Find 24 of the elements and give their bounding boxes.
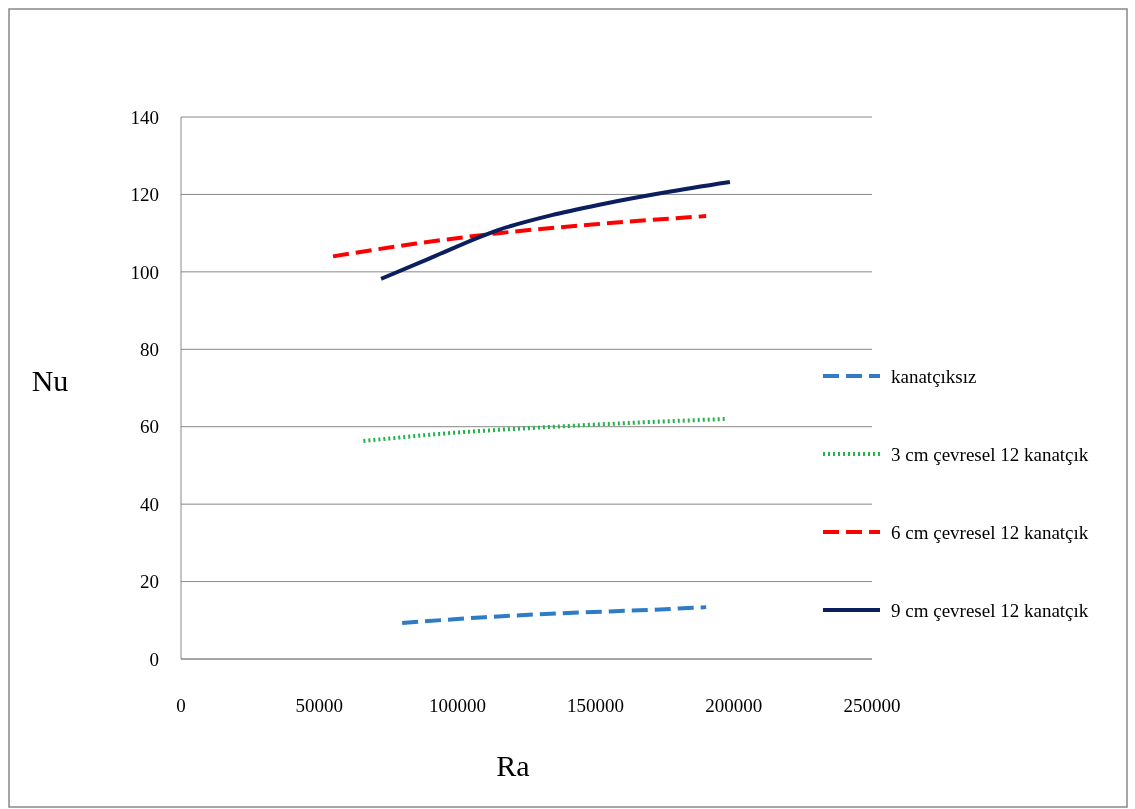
y-tick-label: 80 [140,338,159,360]
y-tick-label: 0 [149,648,159,670]
y-tick-label: 120 [130,184,159,206]
line-series [400,605,709,625]
x-axis-title: Ra [496,749,530,782]
line-series [379,180,732,281]
y-axis-title: Nu [31,364,69,397]
legend-label: kanatçıksız [891,365,977,387]
y-tick-label: 20 [140,571,159,593]
x-tick-label: 200000 [705,695,763,716]
x-tick-label: 0 [176,695,186,716]
y-tick-label: 140 [130,106,159,128]
y-tick-label: 100 [130,261,159,283]
x-tick-label: 100000 [428,695,486,716]
x-tick-label: 250000 [843,695,901,716]
y-tick-label: 40 [140,493,159,515]
line-series [361,416,728,444]
y-tick-label: 60 [140,416,159,438]
line-series [331,214,709,259]
legend-label: 9 cm çevresel 12 kanatçık [891,599,1089,621]
x-tick-label: 150000 [567,695,625,716]
legend-label: 3 cm çevresel 12 kanatçık [891,443,1089,465]
x-tick-label: 50000 [295,695,343,716]
legend-label: 6 cm çevresel 12 kanatçık [891,521,1089,543]
